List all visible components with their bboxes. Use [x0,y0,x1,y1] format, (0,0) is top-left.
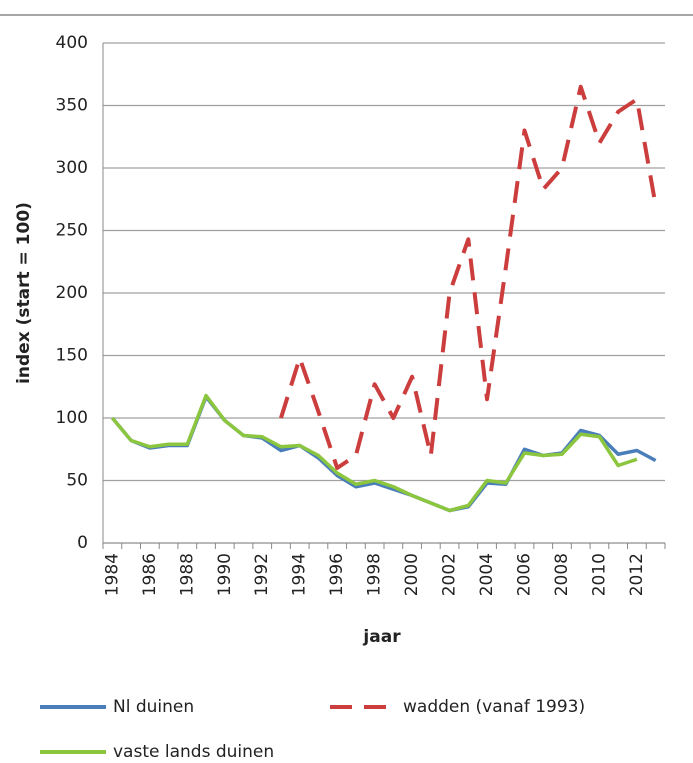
x-tick-label: 1994 [290,553,310,596]
y-tick-label: 100 [56,408,88,428]
series-line [111,393,638,513]
legend-label: Nl duinen [113,697,194,717]
y-tick-label: 50 [66,471,88,491]
legend-label: wadden (vanaf 1993) [403,697,585,717]
y-tick-label: 300 [56,158,88,178]
x-axis-label: jaar [362,627,401,647]
x-tick-label: 2010 [589,553,609,596]
x-tick-label: 1988 [177,553,197,596]
x-tick-label: 1992 [252,553,272,596]
x-tick-label: 2004 [477,553,497,596]
x-tick-label: 1998 [365,553,385,596]
x-tick-label: 2002 [440,553,460,596]
y-tick-label: 250 [56,221,88,241]
x-tick-label: 2000 [402,553,422,596]
y-tick-label: 150 [56,346,88,366]
y-tick-label: 0 [77,533,88,553]
y-tick-label: 350 [56,96,88,116]
x-tick-label: 1990 [215,553,235,596]
legend-label: vaste lands duinen [113,742,274,762]
y-tick-label: 400 [56,33,88,53]
y-tick-label: 200 [56,283,88,303]
series-line [279,84,658,470]
x-tick-label: 2008 [552,553,572,596]
x-tick-label: 1996 [327,553,347,596]
y-axis-label: index (start = 100) [14,202,34,384]
series-line [111,395,657,513]
x-tick-label: 2012 [627,553,647,596]
x-tick-label: 1984 [102,553,122,596]
x-tick-label: 1986 [140,553,160,596]
x-tick-label: 2006 [515,553,535,596]
